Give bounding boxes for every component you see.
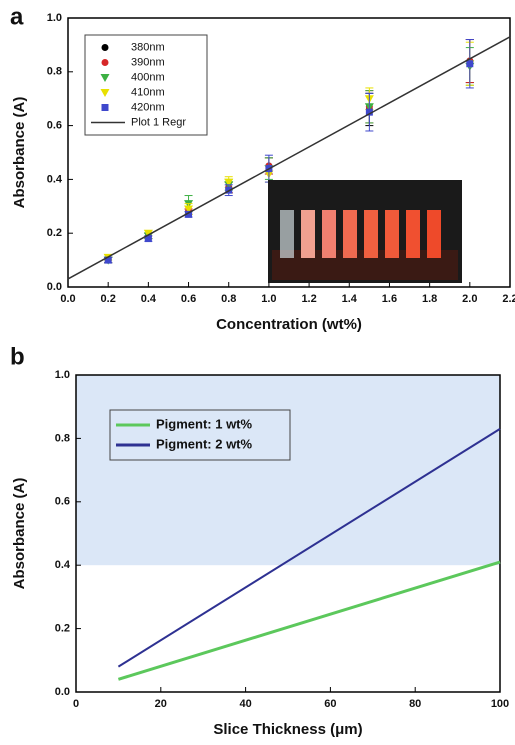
- y-tick-label: 0.0: [47, 281, 62, 293]
- vial: [406, 210, 420, 258]
- legend-box: [109, 409, 291, 461]
- x-tick-label: 40: [239, 698, 251, 710]
- marker: [100, 89, 110, 97]
- y-axis-label: Absorbance (A): [11, 97, 28, 209]
- vial: [364, 210, 378, 258]
- x-tick-label: 20: [155, 698, 167, 710]
- shaded-band: [76, 375, 500, 566]
- x-tick-label: 0.8: [221, 293, 236, 305]
- y-tick-label: 1.0: [55, 369, 70, 381]
- vial: [322, 210, 336, 258]
- marker: [365, 108, 373, 116]
- series-line: [117, 560, 501, 681]
- legend-label: Pigment: 2 wt%: [156, 436, 253, 451]
- x-tick-label: 0.2: [101, 293, 116, 305]
- x-tick-label: 1.6: [382, 293, 397, 305]
- x-tick-label: 2.2: [502, 293, 515, 305]
- x-axis-label: Concentration (wt%): [216, 316, 362, 333]
- y-tick-label: 1.0: [47, 12, 62, 24]
- inset-photo: [268, 180, 462, 283]
- marker: [101, 59, 109, 66]
- marker: [101, 44, 109, 51]
- x-tick-label: 0.0: [60, 293, 75, 305]
- marker: [101, 104, 109, 111]
- marker: [224, 178, 234, 187]
- x-tick-label: 60: [324, 698, 336, 710]
- y-tick-label: 0.4: [55, 559, 71, 571]
- legend-label: 410nm: [131, 86, 165, 98]
- x-tick-label: 100: [491, 698, 509, 710]
- legend: 380nm 390nm 400nm 410nm 420nm Plot 1 Regr: [84, 34, 208, 136]
- y-tick-label: 0.6: [47, 120, 62, 132]
- legend-label: Plot 1 Regr: [131, 116, 186, 128]
- x-tick-label: 80: [409, 698, 421, 710]
- y-tick-label: 0.2: [55, 623, 70, 635]
- legend-box: [84, 34, 208, 136]
- x-tick-label: 0.4: [141, 293, 157, 305]
- legend-label: 380nm: [131, 41, 165, 53]
- x-tick-label: 2.0: [462, 293, 477, 305]
- y-tick-label: 0.6: [55, 496, 70, 508]
- y-tick-label: 0.8: [55, 432, 70, 444]
- x-tick-label: 0: [73, 698, 79, 710]
- y-axis-label: Absorbance (A): [11, 478, 28, 590]
- x-tick-label: 0.6: [181, 293, 196, 305]
- panel-label: a: [10, 3, 24, 30]
- legend-label: 400nm: [131, 71, 165, 83]
- legend-label: 390nm: [131, 56, 165, 68]
- panel-label: b: [10, 343, 25, 370]
- marker: [104, 256, 112, 264]
- marker: [144, 235, 152, 243]
- legend-label: Pigment: 1 wt%: [156, 416, 253, 431]
- y-tick-label: 0.0: [55, 686, 70, 698]
- legend: Pigment: 1 wt% Pigment: 2 wt%: [109, 409, 291, 461]
- vial: [301, 210, 315, 258]
- series-line: [67, 36, 511, 280]
- marker: [184, 205, 194, 214]
- marker: [100, 74, 110, 82]
- marker: [185, 210, 193, 218]
- plot-frame: [67, 17, 511, 288]
- x-tick-label: 1.4: [342, 293, 358, 305]
- y-tick-label: 0.8: [47, 66, 62, 78]
- x-tick-label: 1.0: [261, 293, 276, 305]
- y-tick-label: 0.4: [47, 173, 63, 185]
- series-line: [117, 428, 501, 668]
- legend-label: 420nm: [131, 101, 165, 113]
- vial: [343, 210, 357, 258]
- y-tick-label: 0.2: [47, 227, 62, 239]
- marker: [143, 229, 153, 238]
- marker: [466, 60, 474, 68]
- x-tick-label: 1.8: [422, 293, 437, 305]
- plot-frame: [75, 374, 501, 693]
- vial: [385, 210, 399, 258]
- x-axis-label: Slice Thickness (μm): [213, 721, 362, 738]
- x-tick-label: 1.2: [301, 293, 316, 305]
- vial: [427, 210, 441, 258]
- vial: [280, 210, 294, 258]
